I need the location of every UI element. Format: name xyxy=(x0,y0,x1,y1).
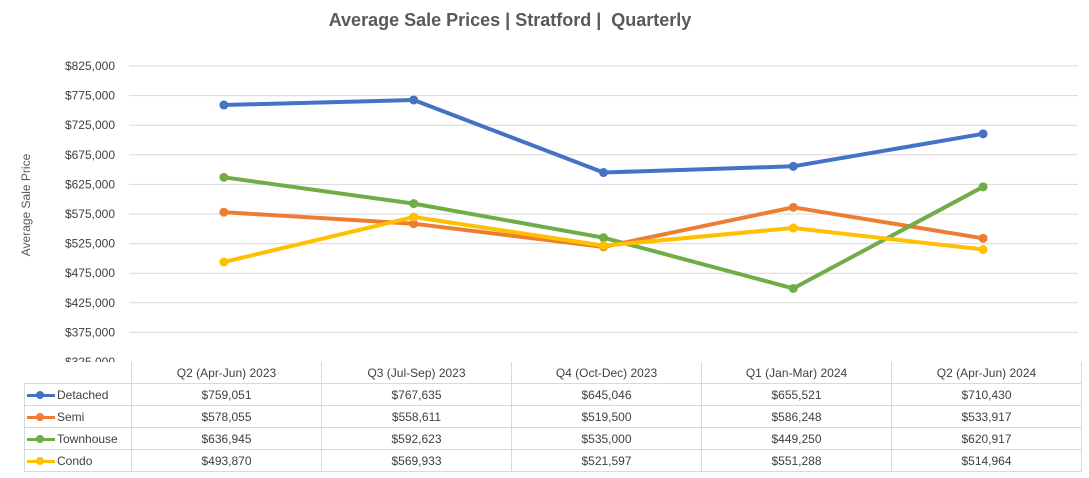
series-line-townhouse xyxy=(221,175,986,291)
data-point-condo xyxy=(788,223,798,233)
table-row-semi: Semi $578,055 $558,611 $519,500 $586,248 $533… xyxy=(24,405,1082,428)
table-row-townhouse: Townhouse $636,945 $592,623 $535,000 $449,25… xyxy=(24,427,1082,450)
data-label: $759,051 xyxy=(131,383,322,406)
table-row-condo: Condo $493,870 $569,933 $521,597 $551,288 $51… xyxy=(24,449,1082,472)
x-category-label: Q1 (Jan-Mar) 2024 xyxy=(701,362,892,384)
data-point-detached xyxy=(599,168,608,178)
x-category-label: Q2 (Apr-Jun) 2023 xyxy=(131,362,322,384)
legend-entry-semi: Semi xyxy=(24,405,132,428)
data-label: $569,933 xyxy=(321,449,512,472)
chart-title: Average Sale Prices | Stratford | Quarte… xyxy=(328,10,692,30)
data-label: $710,430 xyxy=(891,383,1082,406)
legend-entry-townhouse: Townhouse xyxy=(24,427,132,450)
data-label: $535,000 xyxy=(511,427,702,450)
data-point-townhouse xyxy=(599,233,608,243)
data-point-condo xyxy=(219,257,229,267)
legend-key-townhouse xyxy=(27,434,55,444)
data-label: $551,288 xyxy=(701,449,892,472)
data-point-townhouse xyxy=(978,182,988,192)
legend-entry-detached: Detached xyxy=(24,383,132,406)
legend-label: Semi xyxy=(57,409,85,424)
legend-entry-condo: Condo xyxy=(24,449,132,472)
y-tick-label: $625,000 xyxy=(65,177,115,191)
series-line-detached xyxy=(221,98,986,175)
table-row-detached: Detached $759,051 $767,635 $645,046 $655,521… xyxy=(24,383,1082,406)
y-tick-label: $375,000 xyxy=(65,325,115,339)
data-point-condo xyxy=(599,241,608,251)
y-tick-label: $825,000 xyxy=(65,59,115,73)
data-label: $521,597 xyxy=(511,449,702,472)
data-point-townhouse xyxy=(409,199,419,209)
data-label: $578,055 xyxy=(131,405,322,428)
y-tick-label: $475,000 xyxy=(65,266,115,280)
data-label: $514,964 xyxy=(891,449,1082,472)
data-label: $645,046 xyxy=(511,383,702,406)
data-point-detached xyxy=(409,95,419,105)
y-tick-label: $675,000 xyxy=(65,148,115,162)
series-lines xyxy=(219,95,988,293)
data-label: $636,945 xyxy=(131,427,322,450)
y-tick-label: $425,000 xyxy=(65,296,115,310)
data-point-condo xyxy=(978,245,988,255)
data-label: $586,248 xyxy=(701,405,892,428)
data-label: $592,623 xyxy=(321,427,512,450)
data-point-townhouse xyxy=(788,283,798,293)
y-tick-label: $325,000 xyxy=(65,355,115,362)
gridlines xyxy=(129,65,1078,333)
legend-key-detached xyxy=(27,390,55,400)
data-point-condo xyxy=(409,212,419,222)
data-label: $533,917 xyxy=(891,405,1082,428)
y-tick-label: $575,000 xyxy=(65,207,115,221)
table-corner xyxy=(25,362,132,384)
x-category-label: Q3 (Jul-Sep) 2023 xyxy=(321,362,512,384)
data-label: $558,611 xyxy=(321,405,512,428)
data-label: $493,870 xyxy=(131,449,322,472)
data-label: $519,500 xyxy=(511,405,702,428)
data-point-detached xyxy=(978,129,988,139)
x-category-label: Q2 (Apr-Jun) 2024 xyxy=(891,362,1082,384)
y-tick-labels: $325,000 $375,000 $425,000 $475,000 $525,000… xyxy=(65,59,115,362)
data-table: Q2 (Apr-Jun) 2023 Q3 (Jul-Sep) 2023 Q4 (Oc… xyxy=(24,362,1082,472)
data-label: $620,917 xyxy=(891,427,1082,450)
y-tick-label: $725,000 xyxy=(65,118,115,132)
data-point-detached xyxy=(788,161,798,171)
y-tick-label: $775,000 xyxy=(65,89,115,103)
data-point-detached xyxy=(219,100,229,110)
data-point-semi xyxy=(409,219,419,229)
legend-key-condo xyxy=(27,456,55,466)
data-point-semi xyxy=(788,202,798,212)
y-tick-label: $525,000 xyxy=(65,237,115,251)
legend-label: Townhouse xyxy=(57,431,118,446)
x-category-label: Q4 (Oct-Dec) 2023 xyxy=(511,362,702,384)
legend-label: Condo xyxy=(57,453,93,468)
chart-plot: $325,000 $375,000 $425,000 $475,000 $525,000… xyxy=(65,59,1078,362)
data-label: $655,521 xyxy=(701,383,892,406)
data-point-semi xyxy=(219,207,229,217)
data-label: $767,635 xyxy=(321,383,512,406)
table-header-row: Q2 (Apr-Jun) 2023 Q3 (Jul-Sep) 2023 Q4 (Oc… xyxy=(25,362,1082,384)
data-point-semi xyxy=(978,233,988,243)
data-point-townhouse xyxy=(219,172,229,182)
legend-key-semi xyxy=(27,412,55,422)
data-label: $449,250 xyxy=(701,427,892,450)
legend-label: Detached xyxy=(57,387,109,402)
